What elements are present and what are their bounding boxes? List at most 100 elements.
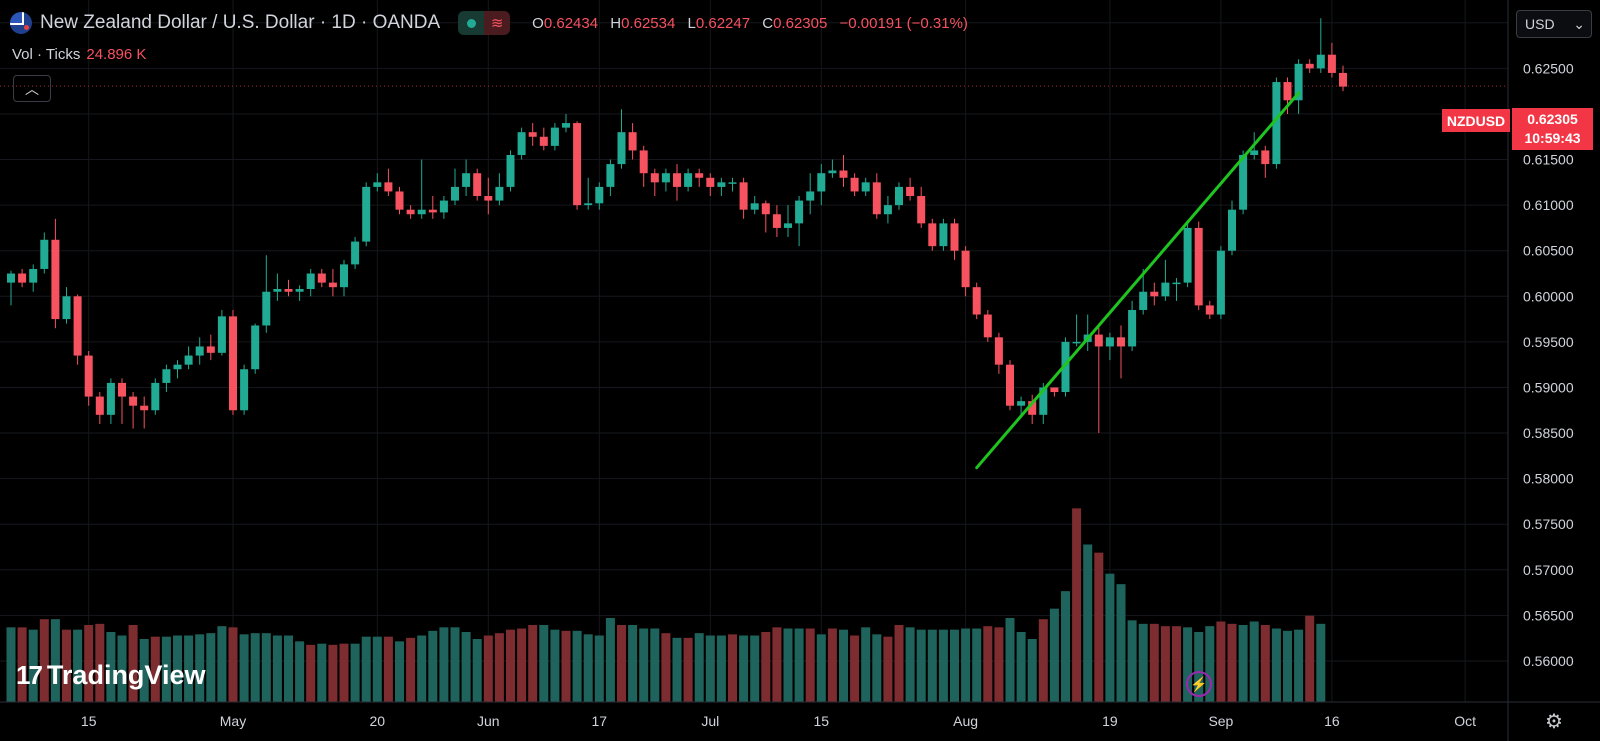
candle (706, 173, 715, 197)
volume-bar (339, 643, 349, 702)
trendline[interactable] (975, 91, 1301, 470)
candle-body (761, 203, 770, 215)
volume-bar (461, 632, 471, 702)
time-tick-label: 17 (592, 713, 608, 729)
candle (1228, 200, 1236, 256)
candle (417, 159, 426, 219)
candle (661, 168, 670, 192)
change-value: −0.00191 (−0.31%) (839, 14, 968, 32)
price-tick-label: 0.58000 (1523, 471, 1574, 487)
candle (73, 294, 82, 365)
candle (1150, 282, 1159, 306)
candle-body (784, 223, 792, 228)
volume-bar (561, 630, 571, 702)
candle-body (251, 325, 260, 370)
candle (872, 173, 881, 219)
volume-bar (506, 629, 515, 702)
candle (972, 282, 981, 320)
candle-body (1228, 209, 1236, 251)
candle (1316, 18, 1325, 73)
tradingview-logo[interactable]: 17 TradingView (16, 660, 205, 691)
volume-bar (772, 627, 782, 702)
candle (328, 268, 337, 297)
candle (273, 273, 282, 301)
volume-bar (272, 635, 282, 702)
candle-body (739, 182, 748, 210)
candle-body (273, 289, 282, 292)
candle-body (839, 170, 848, 178)
market-status-pill[interactable]: ≋ (458, 11, 511, 35)
candle-body (1250, 150, 1259, 155)
candle (1094, 323, 1103, 434)
time-axis[interactable]: 15 May 20 Jun 17 Jul 15 Aug 19 Sep 16 Oct (0, 701, 1600, 729)
candle-body (1305, 63, 1314, 69)
candle-body (340, 264, 348, 288)
candle (18, 268, 27, 288)
volume-bar (1116, 584, 1126, 702)
volume-bar (683, 637, 693, 702)
candle (1128, 300, 1137, 351)
time-tick-label: 19 (1102, 713, 1118, 729)
volume-bar (483, 635, 493, 702)
candle (284, 279, 293, 297)
currency-selector[interactable]: USD ⌄ (1516, 10, 1592, 38)
candle (917, 186, 926, 228)
volume-bar (1149, 623, 1159, 702)
candle-body (772, 214, 781, 228)
volume-bar (1260, 625, 1270, 702)
volume-bar (572, 630, 582, 702)
candle-body (1117, 337, 1125, 347)
candle (1050, 387, 1059, 397)
volume-bar (905, 627, 915, 702)
volume-bar (1127, 620, 1137, 702)
candle-body (806, 191, 815, 201)
candle-body (1183, 227, 1192, 283)
chevron-up-icon: ︿ (25, 80, 39, 97)
candle-body (1072, 341, 1081, 344)
volume-bar (150, 636, 160, 702)
candle-body (1128, 309, 1137, 347)
candle (1083, 314, 1092, 351)
time-tick-label: 15 (81, 713, 97, 729)
candle-body (750, 203, 759, 210)
symbol-title[interactable]: New Zealand Dollar / U.S. Dollar · 1D · … (40, 12, 441, 33)
candle (95, 392, 104, 424)
volume-bar (705, 635, 715, 702)
candle (340, 259, 348, 297)
candle-body (1028, 401, 1037, 415)
volume-bar (494, 633, 504, 702)
data-wave-icon[interactable]: ≋ (484, 11, 511, 35)
candle-body (62, 296, 71, 320)
volume-bar (206, 633, 216, 702)
candle (118, 378, 126, 424)
volume-bar (827, 628, 837, 702)
time-tick-label: Sep (1208, 713, 1233, 729)
candle (850, 173, 859, 197)
candle-body (217, 316, 226, 353)
candle-body (317, 273, 326, 283)
candle-body (106, 382, 115, 415)
collapse-legend-button[interactable]: ︿ (13, 75, 51, 102)
bar-countdown: 10:59:43 (1524, 130, 1581, 146)
market-open-icon[interactable] (458, 11, 485, 35)
candle-body (417, 209, 426, 215)
candle-body (473, 173, 482, 197)
candle-body (351, 241, 360, 265)
volume-legend[interactable]: Vol · Ticks 24.896 K (12, 46, 147, 63)
volume-bar (161, 636, 171, 702)
volume-bar (583, 634, 593, 702)
candle-body (617, 132, 626, 165)
price-tick-label: 0.58500 (1523, 425, 1574, 441)
candle (1105, 332, 1114, 361)
candle-body (1150, 291, 1159, 297)
candle-body (684, 173, 693, 187)
candle (562, 113, 570, 133)
gear-icon[interactable]: ⚙ (1545, 711, 1563, 733)
candle (362, 182, 371, 247)
candle-body (562, 123, 570, 128)
volume-bar (1283, 630, 1292, 702)
candle-body (673, 173, 681, 187)
bolt-icon[interactable]: ⚡ (1186, 671, 1212, 697)
candle (673, 164, 681, 201)
